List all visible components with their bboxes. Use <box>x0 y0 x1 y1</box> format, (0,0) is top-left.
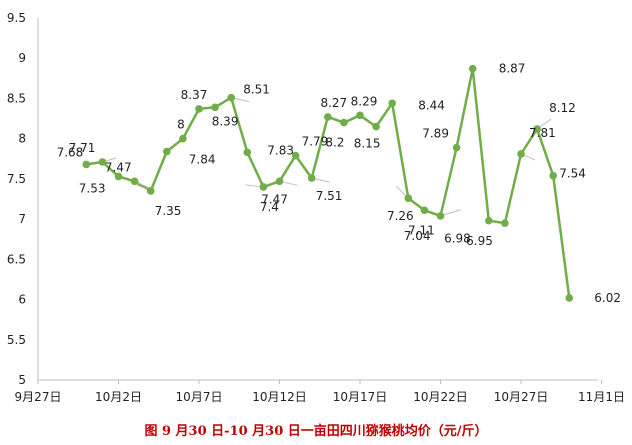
data-point <box>195 105 203 113</box>
y-tick-label: 8 <box>18 132 26 146</box>
data-point <box>211 103 219 112</box>
y-tick-label: 5.5 <box>7 333 26 347</box>
data-point <box>565 294 574 302</box>
data-point <box>227 93 235 102</box>
data-point <box>291 151 300 160</box>
data-label: 8.29 <box>351 94 378 108</box>
x-tick-label: 10月7日 <box>176 390 223 404</box>
data-label: 7.26 <box>387 209 414 223</box>
y-tick-label: 6 <box>18 293 26 307</box>
data-label: 6.95 <box>466 234 493 248</box>
data-label: 7.84 <box>189 153 216 167</box>
data-label: 8.39 <box>212 114 239 128</box>
data-label: 7.47 <box>261 192 288 206</box>
data-point <box>307 174 316 182</box>
data-point <box>243 148 252 157</box>
data-point <box>82 160 91 169</box>
data-point <box>468 64 477 73</box>
x-tick-label: 9月27日 <box>15 390 62 404</box>
data-label: 7.51 <box>316 189 343 203</box>
data-label: 8.87 <box>499 62 526 76</box>
data-point <box>372 122 380 131</box>
data-point <box>114 172 123 181</box>
data-point <box>420 206 429 215</box>
data-label: 7.68 <box>57 145 84 159</box>
x-tick-label: 10月27日 <box>494 390 549 404</box>
data-label: 7.54 <box>559 167 586 181</box>
data-label: 6.98 <box>444 232 471 246</box>
data-label: 8.44 <box>418 98 445 112</box>
y-tick-label: 5 <box>18 373 26 387</box>
data-point <box>533 125 541 133</box>
data-point <box>130 177 139 186</box>
data-label: 8.2 <box>325 136 344 150</box>
y-tick-label: 6.5 <box>7 252 26 266</box>
x-tick-label: 10月12日 <box>252 390 307 404</box>
data-point <box>340 118 348 127</box>
data-point <box>549 171 557 180</box>
data-label: 8.15 <box>354 137 381 151</box>
data-point <box>452 143 461 152</box>
data-point <box>324 113 332 121</box>
data-point <box>517 150 525 158</box>
x-tick-label: 10月22日 <box>413 390 468 404</box>
data-label: 8 <box>177 118 185 132</box>
data-label: 8.12 <box>549 101 576 115</box>
data-label: 7.11 <box>408 223 435 237</box>
data-label: 6.02 <box>594 291 621 305</box>
data-point <box>179 134 187 143</box>
data-label: 8.51 <box>243 83 270 97</box>
data-label: 7.83 <box>267 143 294 157</box>
data-point <box>388 99 397 108</box>
data-point <box>259 183 268 191</box>
data-label: 7.47 <box>105 160 132 174</box>
data-label: 7.4 <box>260 200 279 214</box>
y-tick-label: 7.5 <box>7 172 26 186</box>
y-tick-label: 7 <box>18 212 26 226</box>
data-point <box>98 158 107 166</box>
data-point <box>404 194 413 202</box>
x-tick-label: 10月17日 <box>333 390 388 404</box>
data-point <box>436 212 445 220</box>
data-point <box>275 177 284 186</box>
data-point <box>356 111 364 120</box>
y-tick-label: 9 <box>18 51 26 65</box>
data-label: 7.71 <box>69 141 96 155</box>
chart-caption: 图 9 月30 日-10 月30 日一亩田四川猕猴桃均价（元/斤） <box>144 424 488 439</box>
x-tick-label: 11月1日 <box>578 390 625 404</box>
data-point <box>163 147 171 156</box>
data-label: 8.37 <box>181 88 208 102</box>
data-label: 7.53 <box>79 181 106 195</box>
y-tick-label: 8.5 <box>7 91 26 105</box>
data-label: 8.27 <box>320 96 347 110</box>
data-point <box>146 187 155 195</box>
data-point <box>501 219 509 227</box>
x-tick-label: 10月2日 <box>95 390 142 404</box>
y-tick-label: 9.5 <box>7 11 26 25</box>
data-label: 7.79 <box>302 135 329 149</box>
data-label: 7.89 <box>422 127 449 141</box>
data-label: 7.04 <box>404 229 431 243</box>
data-label: 7.81 <box>529 126 556 140</box>
data-point <box>485 216 493 225</box>
data-label: 7.35 <box>155 204 182 218</box>
